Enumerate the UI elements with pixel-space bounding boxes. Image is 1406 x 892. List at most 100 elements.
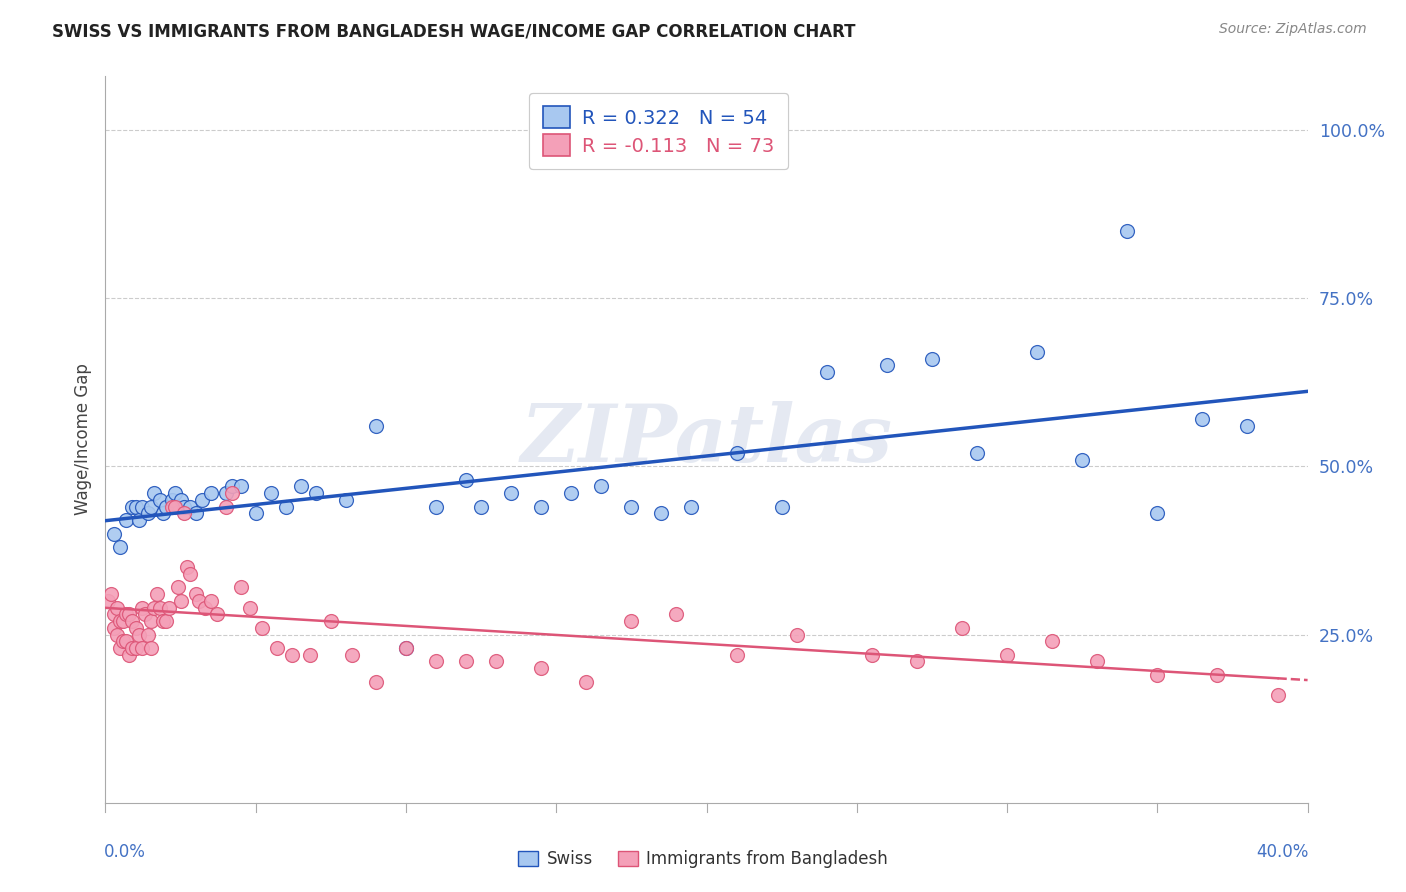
Point <box>110 640 132 655</box>
Point <box>103 621 125 635</box>
Point <box>425 500 447 514</box>
Point <box>139 500 162 514</box>
Point <box>1267 688 1289 702</box>
Point <box>905 655 928 669</box>
Point <box>145 587 167 601</box>
Point <box>229 581 252 595</box>
Point <box>115 634 138 648</box>
Point <box>190 492 212 507</box>
Point <box>725 648 748 662</box>
Point <box>860 648 883 662</box>
Point <box>173 507 195 521</box>
Point <box>1146 507 1168 521</box>
Point <box>163 500 186 514</box>
Point <box>274 500 297 514</box>
Point <box>815 365 838 379</box>
Point <box>725 446 748 460</box>
Point <box>160 500 183 514</box>
Point <box>118 607 141 622</box>
Point <box>501 486 523 500</box>
Point <box>176 560 198 574</box>
Point <box>136 627 159 641</box>
Point <box>364 674 387 689</box>
Point <box>454 473 477 487</box>
Point <box>221 479 243 493</box>
Point <box>876 358 898 372</box>
Point <box>131 640 153 655</box>
Point <box>157 600 180 615</box>
Point <box>298 648 321 662</box>
Point <box>454 655 477 669</box>
Point <box>950 621 973 635</box>
Point <box>245 507 267 521</box>
Point <box>121 500 143 514</box>
Point <box>530 661 553 675</box>
Point <box>103 526 125 541</box>
Point <box>650 507 672 521</box>
Point <box>1116 224 1139 238</box>
Point <box>665 607 688 622</box>
Point <box>124 640 146 655</box>
Point <box>786 627 808 641</box>
Point <box>591 479 613 493</box>
Text: ZIPatlas: ZIPatlas <box>520 401 893 478</box>
Point <box>1026 344 1049 359</box>
Point <box>103 607 125 622</box>
Point <box>148 492 170 507</box>
Point <box>1040 634 1063 648</box>
Point <box>425 655 447 669</box>
Point <box>121 614 143 628</box>
Point <box>575 674 598 689</box>
Point <box>620 614 643 628</box>
Legend: Swiss, Immigrants from Bangladesh: Swiss, Immigrants from Bangladesh <box>512 844 894 875</box>
Point <box>107 627 129 641</box>
Point <box>364 418 387 433</box>
Point <box>560 486 582 500</box>
Text: 0.0%: 0.0% <box>104 843 146 861</box>
Point <box>148 600 170 615</box>
Point <box>1236 418 1258 433</box>
Point <box>205 607 228 622</box>
Point <box>115 607 138 622</box>
Point <box>128 627 150 641</box>
Point <box>200 594 222 608</box>
Point <box>1206 668 1229 682</box>
Point <box>340 648 363 662</box>
Point <box>160 492 183 507</box>
Point <box>260 486 283 500</box>
Point <box>1071 452 1094 467</box>
Point <box>179 500 201 514</box>
Point <box>194 600 217 615</box>
Y-axis label: Wage/Income Gap: Wage/Income Gap <box>73 363 91 516</box>
Point <box>131 600 153 615</box>
Point <box>221 486 243 500</box>
Point <box>770 500 793 514</box>
Point <box>921 351 943 366</box>
Text: SWISS VS IMMIGRANTS FROM BANGLADESH WAGE/INCOME GAP CORRELATION CHART: SWISS VS IMMIGRANTS FROM BANGLADESH WAGE… <box>52 22 855 40</box>
Point <box>118 648 141 662</box>
Point <box>319 614 342 628</box>
Point <box>239 600 262 615</box>
Point <box>305 486 328 500</box>
Point <box>142 600 165 615</box>
Point <box>1146 668 1168 682</box>
Point <box>142 486 165 500</box>
Point <box>395 640 418 655</box>
Point <box>214 500 236 514</box>
Point <box>530 500 553 514</box>
Point <box>995 648 1018 662</box>
Point <box>136 507 159 521</box>
Point <box>134 607 156 622</box>
Point <box>184 507 207 521</box>
Point <box>1191 412 1213 426</box>
Point <box>139 614 162 628</box>
Point <box>152 507 174 521</box>
Point <box>395 640 418 655</box>
Legend: R = 0.322   N = 54, R = -0.113   N = 73: R = 0.322 N = 54, R = -0.113 N = 73 <box>529 93 787 169</box>
Point <box>620 500 643 514</box>
Point <box>110 540 132 554</box>
Point <box>124 621 146 635</box>
Text: Source: ZipAtlas.com: Source: ZipAtlas.com <box>1219 22 1367 37</box>
Point <box>97 594 120 608</box>
Point <box>179 566 201 581</box>
